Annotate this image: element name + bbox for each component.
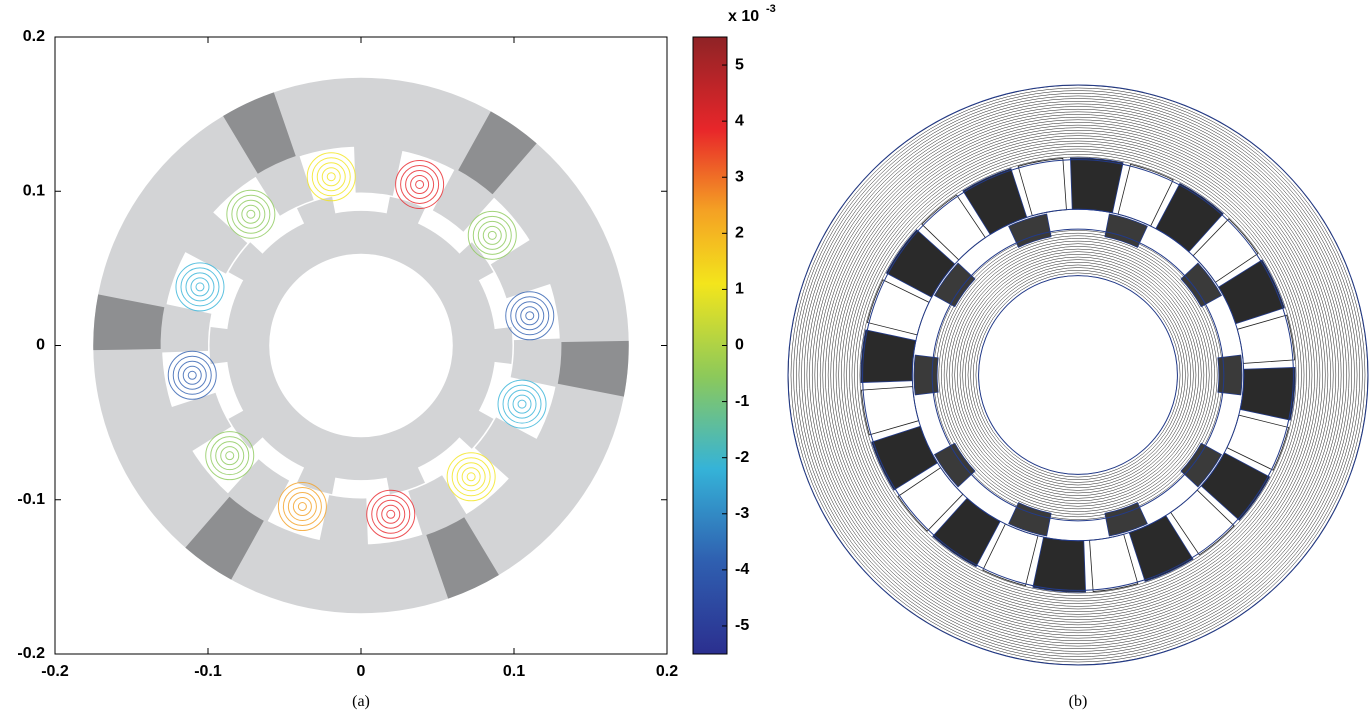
- flux-line: [947, 244, 1209, 506]
- colorbar-tick-label: 1: [735, 281, 744, 298]
- stator-tooth: [1240, 367, 1295, 420]
- flux-line: [979, 276, 1178, 475]
- shaft: [269, 254, 453, 438]
- flux-line: [955, 252, 1202, 499]
- flux-line: [933, 230, 1222, 519]
- colorbar-tick-label: 5: [735, 56, 744, 73]
- figure: -0.2 -0.1 0 0.1 0.2 -0.2 -0.1 0 0.1 0.2 -5 -4 -3 -2 -1…: [0, 0, 1369, 718]
- stator-tooth: [861, 330, 916, 383]
- colorbar-tick-label: 3: [735, 168, 744, 185]
- y-tick-label: -0.2: [17, 645, 45, 662]
- flux-line: [976, 273, 1180, 477]
- colorbar-tick-label: -3: [735, 505, 749, 522]
- x-tick-label: 0.1: [503, 663, 525, 680]
- colorbar: [693, 37, 727, 654]
- boundary: [979, 276, 1178, 475]
- slot: [1018, 158, 1066, 215]
- flux-line: [971, 268, 1186, 483]
- flux-line: [952, 249, 1204, 501]
- colorbar-tick-label: -1: [735, 393, 749, 410]
- panel-a: -0.2 -0.1 0 0.1 0.2 -0.2 -0.1 0 0.1 0.2 -5 -4 -3 -2 -1…: [17, 3, 775, 680]
- colorbar-label: x 10: [728, 8, 759, 25]
- colorbar-tick-label: -2: [735, 449, 749, 466]
- caption: (a): [352, 693, 370, 710]
- x-tick-label: -0.1: [194, 663, 222, 680]
- rotor-tooth: [1218, 355, 1242, 395]
- slot: [1090, 534, 1138, 591]
- x-tick-label: -0.2: [41, 663, 69, 680]
- slot: [861, 387, 918, 435]
- rotor-tooth: [490, 327, 512, 364]
- flux-line: [965, 262, 1190, 487]
- rotor-tooth: [210, 327, 232, 364]
- stator-tooth: [1070, 158, 1123, 213]
- colorbar-tick-label: 0: [735, 337, 744, 354]
- colorbar-tick-label: -5: [735, 617, 749, 634]
- y-tick-label: 0: [36, 337, 45, 354]
- y-tick-label: 0.2: [23, 28, 45, 45]
- flux-line: [963, 260, 1194, 491]
- flux-line: [968, 265, 1188, 485]
- caption: (b): [1069, 693, 1088, 710]
- flux-line: [973, 270, 1182, 479]
- boundary: [912, 209, 1243, 540]
- y-tick-label: 0.1: [23, 182, 45, 199]
- flux-line: [941, 238, 1214, 511]
- colorbar-exponent: -3: [766, 3, 776, 15]
- slot: [1237, 315, 1294, 363]
- stator-tooth: [1033, 537, 1086, 592]
- colorbar-tick-label: -4: [735, 561, 749, 578]
- colorbar-tick-label: 4: [735, 112, 744, 129]
- y-tick-label: -0.1: [17, 491, 45, 508]
- flux-line: [939, 236, 1217, 514]
- flux-line: [957, 254, 1198, 495]
- flux-line: [944, 241, 1212, 509]
- panel-b: [788, 85, 1368, 665]
- x-tick-label: 0: [357, 663, 366, 680]
- x-tick-label: 0.2: [656, 663, 678, 680]
- colorbar-tick-label: 2: [735, 225, 744, 242]
- rotor-tooth: [914, 355, 938, 395]
- flux-line: [960, 257, 1196, 493]
- flux-line: [949, 246, 1206, 503]
